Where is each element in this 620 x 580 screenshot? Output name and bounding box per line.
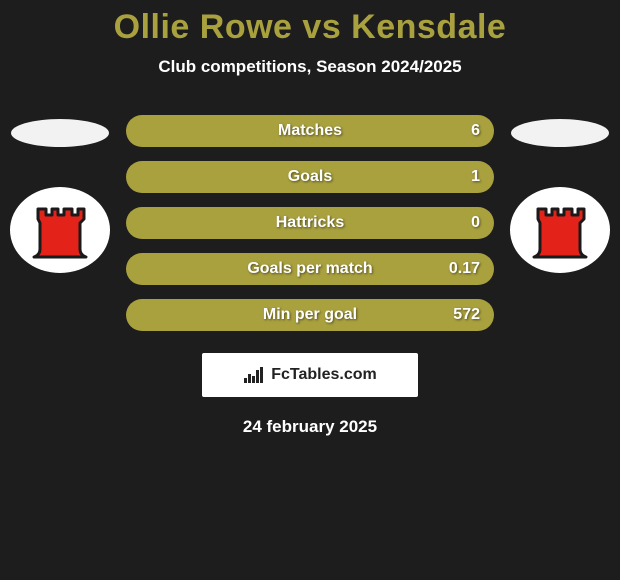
- crest-left: [10, 187, 110, 273]
- attribution-badge[interactable]: FcTables.com: [202, 353, 418, 397]
- stats-column: Matches 6 Goals 1 Hattricks 0 Goals per …: [112, 115, 508, 331]
- stat-value-right: 572: [453, 306, 480, 324]
- subtitle: Club competitions, Season 2024/2025: [0, 57, 620, 77]
- stat-row-goals-per-match: Goals per match 0.17: [126, 253, 494, 285]
- stat-label: Min per goal: [263, 306, 357, 324]
- player-left: [8, 115, 112, 273]
- stat-value-right: 0.17: [449, 260, 480, 278]
- stat-value-right: 6: [471, 122, 480, 140]
- stat-value-right: 1: [471, 168, 480, 186]
- stat-label: Goals per match: [247, 260, 372, 278]
- castle-tower-icon: [28, 201, 92, 259]
- stat-row-goals: Goals 1: [126, 161, 494, 193]
- stat-label: Matches: [278, 122, 342, 140]
- player-right: [508, 115, 612, 273]
- stat-row-min-per-goal: Min per goal 572: [126, 299, 494, 331]
- comparison-card: Ollie Rowe vs Kensdale Club competitions…: [0, 0, 620, 437]
- stat-label: Hattricks: [276, 214, 344, 232]
- castle-tower-icon: [528, 201, 592, 259]
- stat-label: Goals: [288, 168, 332, 186]
- comparison-area: Matches 6 Goals 1 Hattricks 0 Goals per …: [0, 115, 620, 331]
- flag-right: [511, 119, 609, 147]
- stat-row-hattricks: Hattricks 0: [126, 207, 494, 239]
- stat-row-matches: Matches 6: [126, 115, 494, 147]
- stat-value-right: 0: [471, 214, 480, 232]
- attribution-text: FcTables.com: [271, 366, 377, 384]
- flag-left: [11, 119, 109, 147]
- crest-right: [510, 187, 610, 273]
- date-text: 24 february 2025: [0, 417, 620, 437]
- bar-chart-icon: [243, 366, 265, 384]
- page-title: Ollie Rowe vs Kensdale: [0, 8, 620, 47]
